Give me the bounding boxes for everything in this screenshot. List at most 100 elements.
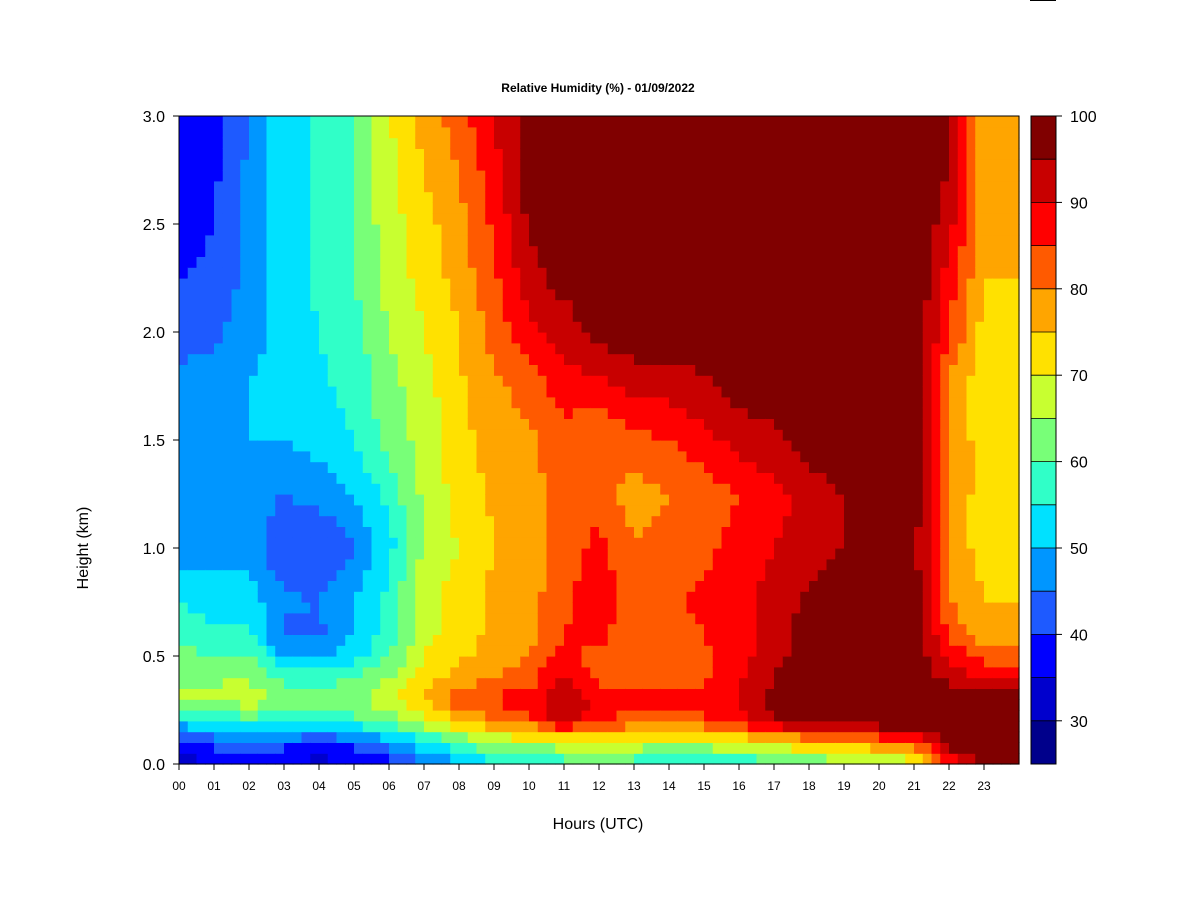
heatmap-cell: [319, 569, 329, 581]
heatmap-cell: [712, 234, 723, 247]
heatmap-cell: [179, 418, 189, 430]
heatmap-cell: [800, 634, 810, 646]
heatmap-cell: [441, 224, 451, 236]
heatmap-cell: [546, 602, 556, 614]
heatmap-cell: [896, 310, 906, 322]
heatmap-cell: [905, 602, 915, 614]
heatmap-cell: [739, 224, 749, 236]
heatmap-cell: [835, 623, 845, 635]
heatmap-cell: [564, 699, 574, 711]
heatmap-cell: [397, 710, 408, 722]
heatmap-cell: [424, 526, 434, 538]
heatmap-cell: [520, 515, 530, 527]
heatmap-cell: [397, 429, 408, 441]
heatmap-cell: [222, 180, 233, 193]
heatmap-cell: [327, 580, 338, 592]
heatmap-cell: [572, 224, 583, 236]
heatmap-cell: [275, 396, 285, 409]
heatmap-cell: [870, 267, 880, 279]
heatmap-cell: [835, 656, 845, 668]
heatmap-cell: [485, 569, 495, 581]
heatmap-cell: [354, 299, 364, 311]
heatmap-cell: [371, 569, 381, 581]
heatmap-cell: [660, 353, 670, 365]
heatmap-cell: [721, 256, 731, 268]
heatmap-cell: [476, 591, 486, 603]
heatmap-cell: [432, 569, 443, 581]
heatmap-cell: [651, 148, 661, 160]
heatmap-cell: [257, 364, 268, 376]
heatmap-cell: [196, 191, 206, 203]
heatmap-cell: [634, 267, 644, 279]
heatmap-cell: [214, 623, 224, 635]
heatmap-cell: [494, 116, 504, 128]
heatmap-cell: [747, 699, 758, 711]
heatmap-cell: [870, 742, 880, 754]
heatmap-cell: [345, 299, 355, 311]
heatmap-cell: [809, 461, 819, 473]
heatmap-cell: [739, 375, 749, 387]
heatmap-cell: [590, 591, 600, 603]
heatmap-cell: [179, 688, 189, 700]
heatmap-cell: [572, 310, 583, 322]
heatmap-cell: [774, 483, 784, 495]
heatmap-cell: [791, 558, 801, 571]
heatmap-cell: [677, 710, 688, 722]
heatmap-cell: [187, 720, 198, 733]
heatmap-cell: [721, 612, 731, 625]
heatmap-cell: [214, 342, 224, 355]
heatmap-cell: [747, 450, 758, 463]
heatmap-cell: [730, 504, 740, 517]
heatmap-cell: [887, 353, 898, 365]
heatmap-cell: [809, 537, 819, 549]
heatmap-cell: [572, 245, 583, 257]
heatmap-cell: [852, 267, 863, 279]
heatmap-cell: [739, 148, 749, 160]
heatmap-cell: [782, 213, 793, 225]
heatmap-cell: [450, 677, 460, 689]
heatmap-cell: [756, 666, 766, 679]
heatmap-cell: [555, 148, 565, 160]
heatmap-cell: [485, 440, 495, 452]
heatmap-cell: [511, 224, 521, 236]
heatmap-cell: [791, 126, 801, 139]
heatmap-cell: [494, 386, 504, 398]
heatmap-cell: [782, 267, 793, 279]
heatmap-cell: [336, 137, 346, 149]
heatmap-cell: [249, 137, 259, 149]
heatmap-cell: [389, 731, 399, 743]
heatmap-cell: [695, 753, 705, 765]
heatmap-cell: [511, 342, 521, 355]
heatmap-cell: [187, 278, 198, 290]
heatmap-cell: [354, 440, 364, 452]
heatmap-cell: [546, 180, 556, 193]
heatmap-cell: [537, 504, 548, 517]
heatmap-cell: [695, 126, 705, 139]
heatmap-cell: [809, 396, 819, 409]
heatmap-cell: [607, 364, 618, 376]
heatmap-cell: [756, 375, 766, 387]
heatmap-cell: [310, 202, 320, 214]
heatmap-cell: [327, 656, 338, 668]
heatmap-cell: [336, 386, 346, 398]
heatmap-cell: [275, 558, 285, 571]
heatmap-cell: [677, 548, 688, 560]
heatmap-cell: [459, 170, 469, 182]
heatmap-cell: [712, 450, 723, 463]
heatmap-cell: [607, 623, 618, 635]
heatmap-cell: [284, 537, 294, 549]
heatmap-cell: [756, 137, 766, 149]
heatmap-cell: [424, 753, 434, 765]
heatmap-cell: [336, 515, 346, 527]
heatmap-cell: [520, 116, 530, 128]
heatmap-cell: [467, 310, 478, 322]
heatmap-cell: [712, 191, 723, 203]
heatmap-cell: [642, 731, 653, 743]
heatmap-cell: [879, 364, 889, 376]
heatmap-cell: [835, 591, 845, 603]
heatmap-cell: [371, 710, 381, 722]
heatmap-cell: [284, 710, 294, 722]
heatmap-cell: [179, 440, 189, 452]
heatmap-cell: [240, 407, 250, 419]
heatmap-cell: [511, 310, 521, 322]
